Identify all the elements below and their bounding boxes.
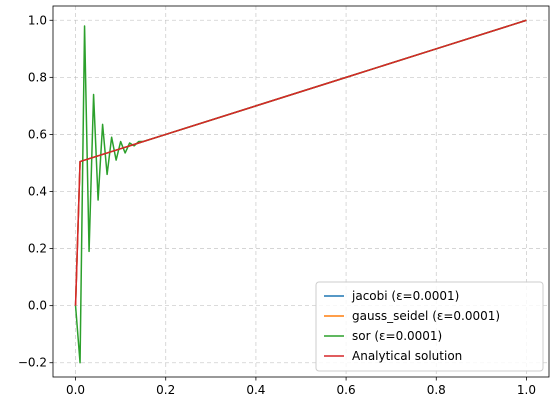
y-tick-label: 0.2	[28, 242, 47, 256]
plot-lines	[74, 19, 527, 364]
series-line-analytical	[74, 19, 527, 306]
legend-label-gauss_seidel: gauss_seidel (ε=0.0001)	[352, 309, 500, 323]
y-tick-label: 0.6	[28, 127, 47, 141]
y-tick-label: 0.4	[28, 185, 47, 199]
y-tick-label: 0.8	[28, 70, 47, 84]
legend-label-analytical: Analytical solution	[352, 349, 462, 363]
axis-ticks: 0.0 0.2 0.4 0.6 0.8 1.0 −0.2 0.0 0.2 0.4 0.6 0.8 1.0	[18, 13, 536, 397]
x-tick-label: 0.6	[337, 383, 356, 397]
x-tick-label: 0.8	[427, 383, 446, 397]
legend: jacobi (ε=0.0001) gauss_seidel (ε=0.0001)…	[315, 281, 544, 372]
x-tick-label: 0.4	[246, 383, 265, 397]
x-tick-label: 0.2	[156, 383, 175, 397]
legend-box	[315, 281, 544, 372]
x-tick-label: 0.0	[66, 383, 85, 397]
y-tick-label: 1.0	[28, 13, 47, 27]
legend-label-jacobi: jacobi (ε=0.0001)	[351, 289, 459, 303]
y-tick-label: −0.2	[18, 356, 47, 370]
y-tick-label: 0.0	[28, 299, 47, 313]
legend-label-sor: sor (ε=0.0001)	[352, 329, 442, 343]
x-tick-label: 1.0	[517, 383, 536, 397]
